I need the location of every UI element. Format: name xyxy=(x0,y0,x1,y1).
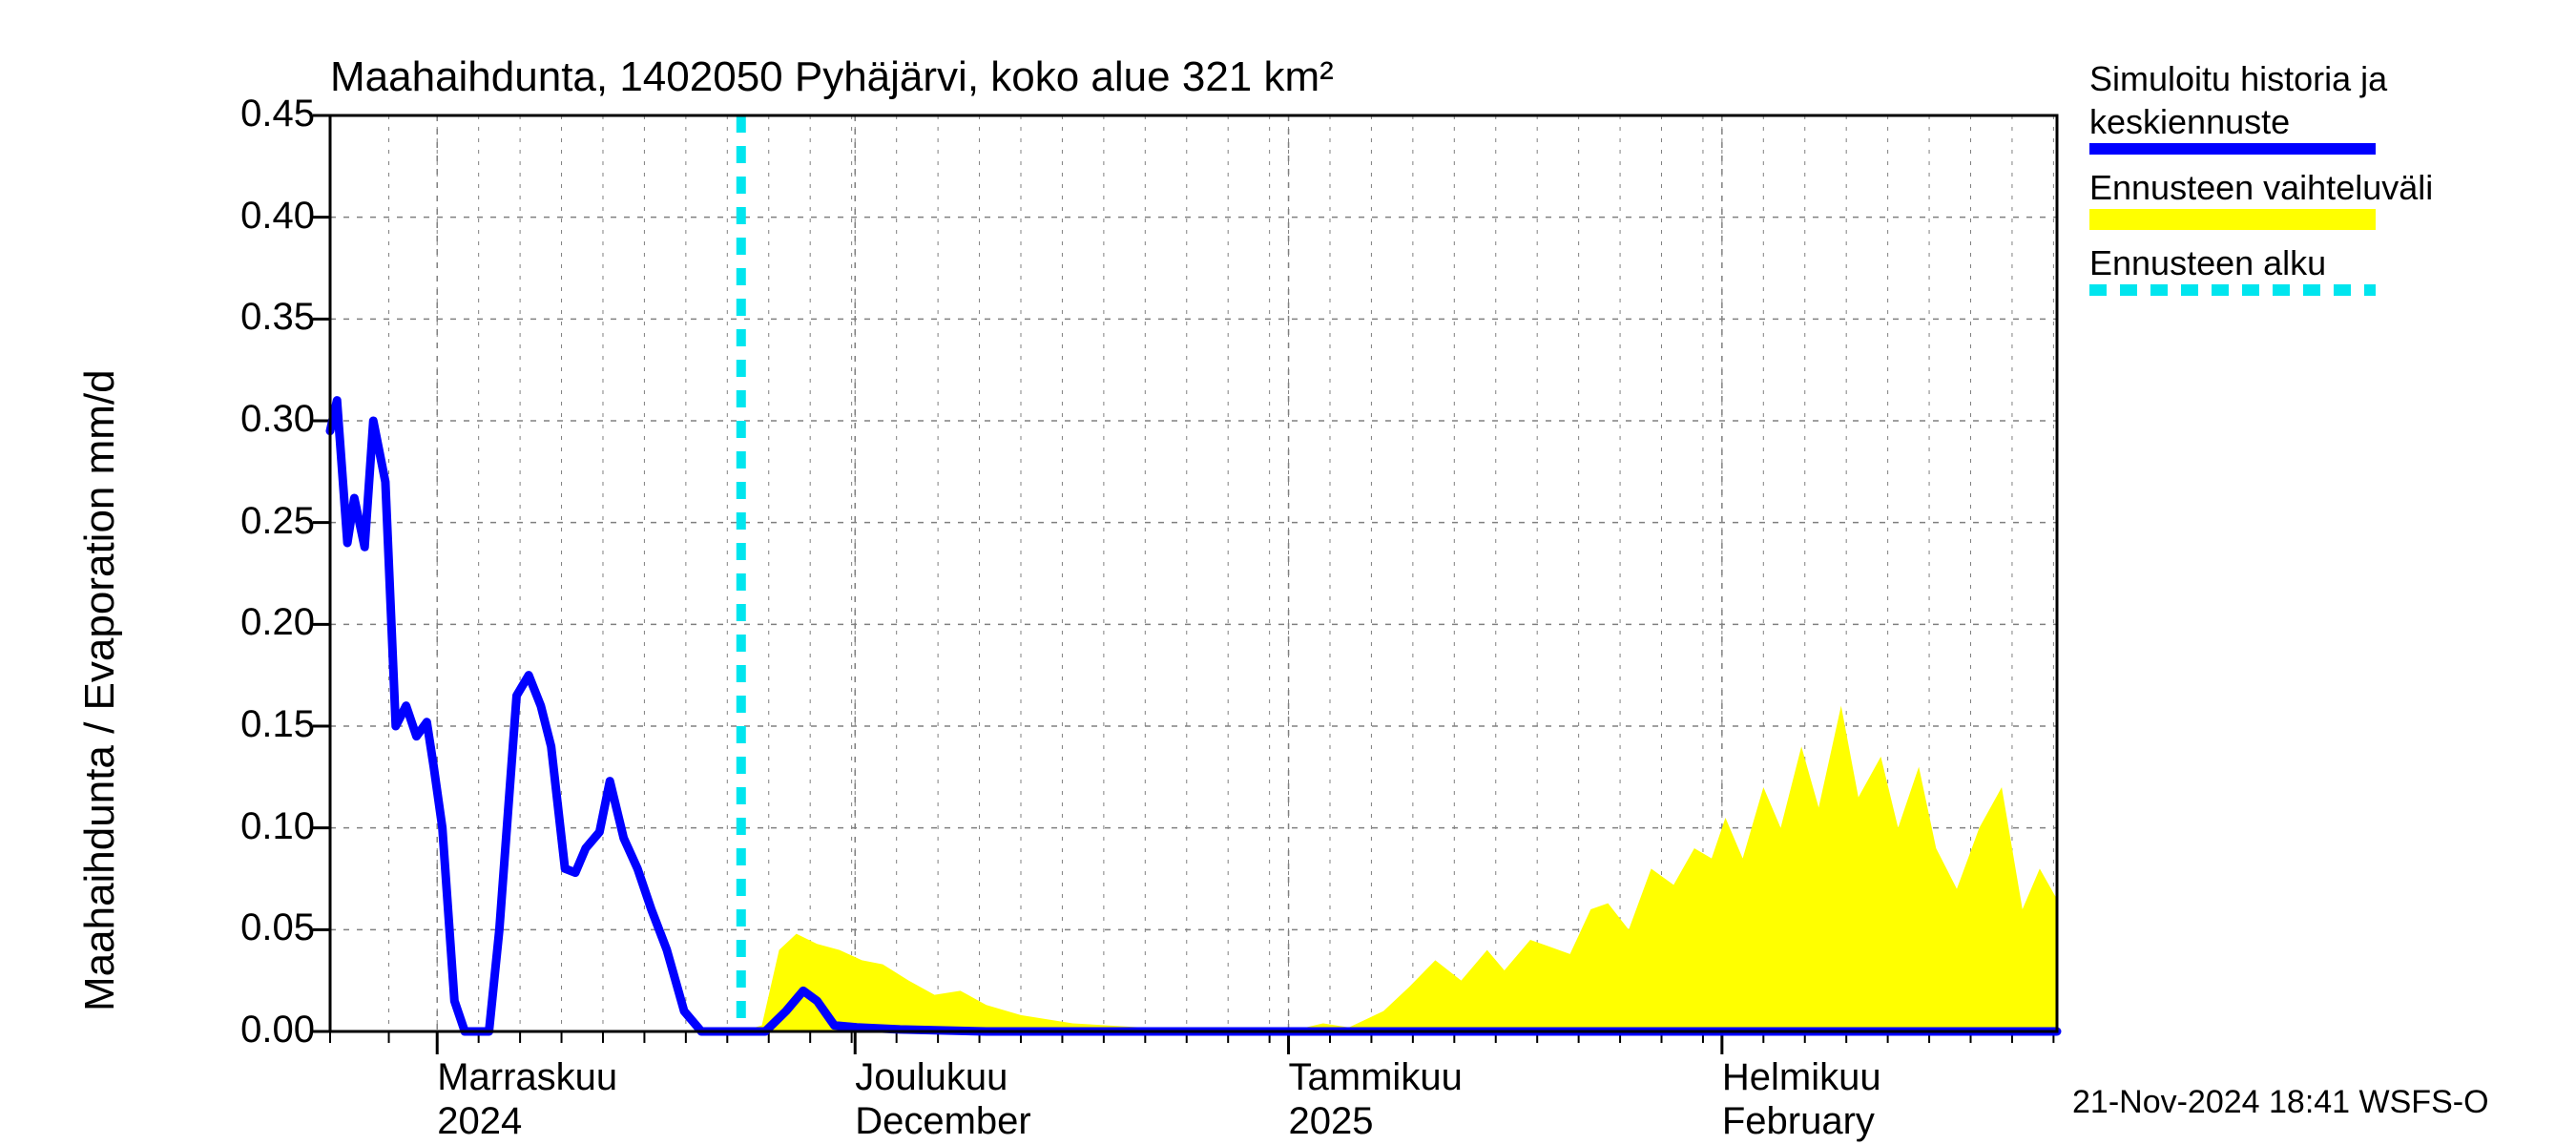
x-tick-label: Helmikuu xyxy=(1722,1056,1881,1099)
legend-label: Ennusteen alku xyxy=(2089,241,2433,284)
legend-item: Ennusteen alku xyxy=(2089,241,2433,296)
y-tick-label: 0.25 xyxy=(172,500,315,543)
legend-item: Ennusteen vaihteluväli xyxy=(2089,166,2433,230)
y-tick-label: 0.05 xyxy=(172,906,315,949)
y-tick-label: 0.10 xyxy=(172,805,315,848)
y-tick-label: 0.40 xyxy=(172,195,315,238)
x-tick-label-sub: December xyxy=(855,1100,1031,1143)
y-tick-label: 0.35 xyxy=(172,296,315,339)
legend-swatch xyxy=(2089,284,2376,296)
x-tick-label: Marraskuu xyxy=(437,1056,617,1099)
legend-label: Simuloitu historia ja xyxy=(2089,57,2433,100)
x-tick-label-sub: February xyxy=(1722,1100,1875,1143)
x-tick-label: Joulukuu xyxy=(855,1056,1008,1099)
x-tick-label-sub: 2025 xyxy=(1289,1100,1374,1143)
x-tick-label: Tammikuu xyxy=(1289,1056,1463,1099)
y-tick-label: 0.00 xyxy=(172,1009,315,1051)
y-tick-label: 0.15 xyxy=(172,703,315,746)
y-tick-label: 0.30 xyxy=(172,398,315,441)
legend-item: Simuloitu historia jakeskiennuste xyxy=(2089,57,2433,155)
legend-swatch xyxy=(2089,143,2376,155)
x-tick-label-sub: 2024 xyxy=(437,1100,522,1143)
legend-swatch xyxy=(2089,209,2376,230)
chart-container: Maahaihdunta, 1402050 Pyhäjärvi, koko al… xyxy=(0,0,2576,1145)
legend-label: Ennusteen vaihteluväli xyxy=(2089,166,2433,209)
y-tick-label: 0.45 xyxy=(172,93,315,135)
y-tick-label: 0.20 xyxy=(172,601,315,644)
footer-timestamp: 21-Nov-2024 18:41 WSFS-O xyxy=(2072,1084,2489,1121)
legend: Simuloitu historia jakeskiennuste Ennuste… xyxy=(2089,57,2433,307)
legend-label: keskiennuste xyxy=(2089,100,2433,143)
